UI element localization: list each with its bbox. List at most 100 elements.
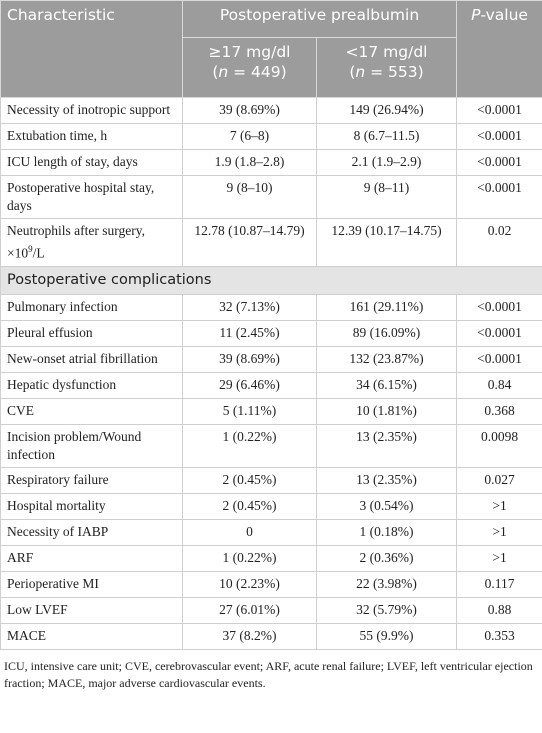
row-label: Hepatic dysfunction [0, 371, 183, 399]
label-text: Hospital mortality [7, 497, 106, 513]
table-cell: 149 (26.94%) [315, 97, 458, 124]
table-cell: 161 (29.11%) [315, 293, 458, 321]
table-cell: 32 (5.79%) [315, 596, 458, 624]
header-cell: ≥17 mg/dl (n = 449) [182, 37, 317, 98]
table-row: ICU length of stay, days 1.9 (1.8–2.8) 2.1… [0, 149, 542, 176]
table-cell: 37 (8.2%) [182, 622, 317, 650]
section-title: Postoperative complications [0, 265, 542, 295]
header-cell: P-value [456, 0, 542, 98]
row-label: ARF [0, 544, 183, 572]
table-cell: 5 (1.11%) [182, 397, 317, 425]
label-text: Incision problem/Wound infection [7, 428, 142, 462]
table-cell: 2.1 (1.9–2.9) [315, 149, 458, 176]
label-sup: 9 [28, 244, 33, 254]
table-cell: 8 (6.7–11.5) [315, 123, 458, 150]
table-cell: 2 (0.45%) [182, 466, 317, 494]
table-cell: 1 (0.22%) [182, 544, 317, 572]
row-label: Incision problem/Wound infection [0, 423, 183, 468]
section-row: Postoperative complications [0, 265, 542, 295]
table-row: Necessity of inotropic support 39 (8.69%)… [0, 97, 542, 124]
table-row: Incision problem/Wound infection 1 (0.22%… [0, 423, 542, 468]
table-cell: 12.39 (10.17–14.75) [315, 218, 458, 267]
table-cell: 0.368 [456, 397, 542, 425]
header-text: P [471, 6, 481, 24]
row-label: Necessity of IABP [0, 518, 183, 546]
table-cell: <0.0001 [456, 149, 542, 176]
table-cell: 9 (8–10) [182, 175, 317, 219]
header-text: = 449) [228, 63, 287, 81]
label-text: New-onset atrial fibrillation [7, 350, 158, 366]
table-cell: 10 (2.23%) [182, 570, 317, 598]
table-cell: 0.02 [456, 218, 542, 267]
data-table: Characteristic Postoperative prealbumin … [0, 0, 542, 650]
label-text: CVE [7, 402, 34, 418]
row-label: New-onset atrial fibrillation [0, 345, 183, 373]
table-cell: 0.353 [456, 622, 542, 650]
header-text: <17 mg/dl [345, 43, 428, 61]
label-text: Perioperative MI [7, 575, 99, 591]
row-label: MACE [0, 622, 183, 650]
label-text: Postoperative hospital stay, days [7, 180, 155, 213]
table-cell: >1 [456, 492, 542, 520]
table-cell: 9 (8–11) [315, 175, 458, 219]
table-row: Pleural effusion 11 (2.45%) 89 (16.09%) <0.… [0, 319, 542, 347]
row-label: Pleural effusion [0, 319, 183, 347]
row-label: Necessity of inotropic support [0, 97, 183, 124]
table-row: Pulmonary infection 32 (7.13%) 161 (29.11%… [0, 293, 542, 321]
table-cell: 3 (0.54%) [315, 492, 458, 520]
table-row: Hepatic dysfunction 29 (6.46%) 34 (6.15%) 0… [0, 371, 542, 399]
table-cell: <0.0001 [456, 319, 542, 347]
header-text: ( [349, 63, 356, 81]
table-cell: 0.027 [456, 466, 542, 494]
row-label: Extubation time, h [0, 123, 183, 150]
table-cell: 32 (7.13%) [182, 293, 317, 321]
table-row: Postoperative hospital stay, days 9 (8–10… [0, 175, 542, 219]
table-cell: 1 (0.18%) [315, 518, 458, 546]
table-cell: 13 (2.35%) [315, 466, 458, 494]
label-text: Hepatic dysfunction [7, 376, 117, 392]
row-label: Postoperative hospital stay, days [0, 175, 183, 219]
table-cell: <0.0001 [456, 175, 542, 219]
table-cell: 11 (2.45%) [182, 319, 317, 347]
label-text: Pleural effusion [7, 324, 93, 340]
table-row: Neutrophils after surgery, ×109/L 12.78 (… [0, 218, 542, 267]
label-text: ARF [7, 549, 34, 565]
label-text: Extubation time, h [7, 128, 108, 143]
label-text: Respiratory failure [7, 471, 109, 487]
header-text: = 553) [365, 63, 424, 81]
table-cell: 27 (6.01%) [182, 596, 317, 624]
header-text: -value [480, 6, 528, 24]
row-label: Pulmonary infection [0, 293, 183, 321]
row-label: Neutrophils after surgery, ×109/L [0, 218, 183, 267]
label-text: ICU length of stay, days [7, 154, 138, 169]
header-text: ( [212, 63, 219, 81]
table-cell: 55 (9.9%) [315, 622, 458, 650]
table-cell: 39 (8.69%) [182, 97, 317, 124]
header-cell: Postoperative prealbumin [181, 0, 458, 38]
table-cell: <0.0001 [456, 97, 542, 124]
table-cell: 7 (6–8) [182, 123, 317, 150]
table-cell: 0 [182, 518, 317, 546]
table-row: New-onset atrial fibrillation 39 (8.69%) 1… [0, 345, 542, 373]
table-cell: 39 (8.69%) [182, 345, 317, 373]
label-text: Pulmonary infection [7, 298, 118, 314]
table-row: ARF 1 (0.22%) 2 (0.36%) >1 [0, 544, 542, 572]
table-cell: 1.9 (1.8–2.8) [182, 149, 317, 176]
table-cell: 13 (2.35%) [315, 423, 458, 468]
table-cell: <0.0001 [456, 293, 542, 321]
table-cell: 1 (0.22%) [182, 423, 317, 468]
table-cell: <0.0001 [456, 123, 542, 150]
table-cell: 10 (1.81%) [315, 397, 458, 425]
table-cell: >1 [456, 518, 542, 546]
label-text: Low LVEF [7, 601, 68, 617]
table-cell: >1 [456, 544, 542, 572]
table-row: Necessity of IABP 0 1 (0.18%) >1 [0, 518, 542, 546]
table-row: Perioperative MI 10 (2.23%) 22 (3.98%) 0.11… [0, 570, 542, 598]
row-label: ICU length of stay, days [0, 149, 183, 176]
table-row: Low LVEF 27 (6.01%) 32 (5.79%) 0.88 [0, 596, 542, 624]
label-text: /L [32, 245, 45, 261]
table-cell: 0.88 [456, 596, 542, 624]
row-label: Hospital mortality [0, 492, 183, 520]
row-label: Low LVEF [0, 596, 183, 624]
